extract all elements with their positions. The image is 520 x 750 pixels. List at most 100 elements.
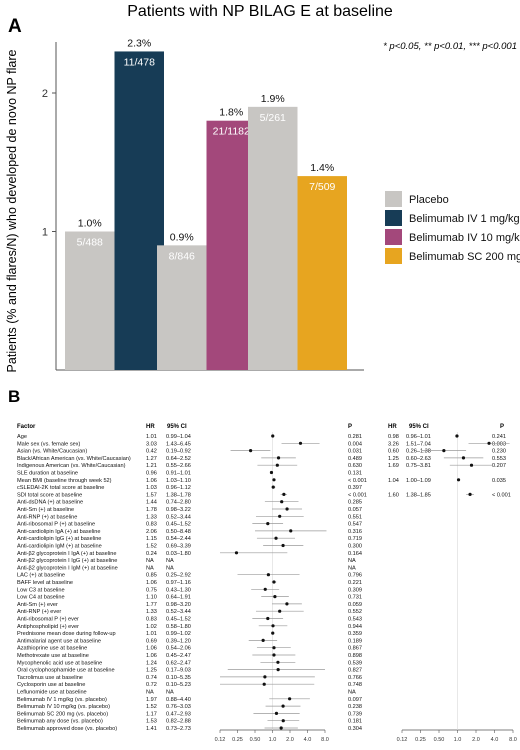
hr-value: 1.06 bbox=[146, 478, 157, 484]
bar-percent-label: 0.9% bbox=[170, 231, 194, 243]
forest-row: cSLEDAI-2K total score at baseline 1.03 0.… bbox=[17, 485, 362, 491]
hr-value: 0.74 bbox=[146, 675, 157, 681]
hr-point bbox=[274, 711, 279, 715]
ci-value: 0.54–2.44 bbox=[166, 536, 191, 542]
factor-label: Tacrolimus use at baseline bbox=[17, 675, 83, 681]
forest-row: BAFF level at baseline 1.06 0.97–1.16 0.221 bbox=[17, 580, 362, 586]
forest-row: Anti-β2 glycoprotein I IgA (+) at baseli… bbox=[17, 551, 362, 557]
ci-value: 0.96–1.12 bbox=[166, 485, 191, 491]
y-axis-label: Patients (% and flares/N) who developed … bbox=[5, 50, 19, 373]
hr-point bbox=[272, 478, 276, 482]
multi-hr-point bbox=[487, 441, 491, 445]
forest-row: Belimumab IV 10 mg/kg (vs. placebo) 1.52 0… bbox=[17, 704, 362, 710]
factor-label: Belimumab IV 1 mg/kg (vs. placebo) bbox=[17, 697, 107, 703]
hr-point bbox=[281, 543, 285, 548]
forest-row: Anti-dsDNA (+) at baseline 1.44 0.74–2.80 0… bbox=[17, 500, 362, 506]
forest-row: Mycophenolic acid use at baseline 1.24 0.6… bbox=[17, 660, 362, 666]
ci-value: 0.45–2.47 bbox=[166, 653, 191, 659]
ci-value: NA bbox=[166, 690, 174, 696]
legend-label: Placebo bbox=[409, 194, 449, 206]
hr-point bbox=[289, 529, 293, 533]
factor-label: Anti-ribosomal P (+) at baseline bbox=[17, 522, 95, 528]
p-value: 0.796 bbox=[348, 573, 362, 579]
x-axis-tick-label: 8.0 bbox=[509, 737, 517, 743]
hr-value: 1.33 bbox=[146, 514, 157, 520]
multi-hr-value: 0.60 bbox=[388, 449, 399, 455]
forest-row: Cyclosporin use at baseline 0.72 0.10–5.23… bbox=[17, 682, 362, 688]
hr-point bbox=[274, 536, 278, 540]
bar-percent-label: 1.0% bbox=[78, 218, 102, 230]
hr-value: 1.06 bbox=[146, 653, 157, 659]
bar-count-label: 11/478 bbox=[124, 56, 155, 68]
factor-label: Anti-β2 glycoprotein I IgM (+) at baseli… bbox=[17, 565, 118, 571]
p-value: 0.630 bbox=[348, 463, 362, 469]
hr-value: 0.72 bbox=[146, 682, 157, 688]
factor-label: Oral cyclophosphamide use at baseline bbox=[17, 668, 115, 674]
hr-point bbox=[266, 522, 270, 526]
hr-point bbox=[278, 609, 282, 613]
bar bbox=[114, 51, 164, 370]
factor-label: Anti-RNP (+) ever bbox=[17, 609, 61, 615]
hr-point bbox=[271, 434, 275, 438]
x-axis-tick-label: 0.25 bbox=[232, 737, 243, 743]
forest-row: Antimalarial agent use at baseline 0.69 0.… bbox=[17, 638, 362, 644]
ci-value: 0.45–1.52 bbox=[166, 617, 191, 623]
p-value: NA bbox=[348, 558, 356, 564]
ci-value: NA bbox=[166, 565, 174, 571]
p-value: 0.238 bbox=[348, 704, 362, 710]
p-value: 0.097 bbox=[348, 697, 362, 703]
legend-swatch bbox=[385, 248, 402, 264]
hr-point bbox=[278, 514, 282, 518]
x-axis-tick-label: 2.0 bbox=[286, 737, 294, 743]
hr-value: 3.03 bbox=[146, 441, 157, 447]
factor-label: Antimalarial agent use at baseline bbox=[17, 638, 101, 644]
hr-value: 0.42 bbox=[146, 449, 157, 455]
hr-value: 0.96 bbox=[146, 471, 157, 477]
p-value: 0.304 bbox=[348, 726, 362, 732]
multi-hr-value: 3.26 bbox=[388, 441, 399, 447]
factor-label: Anti-β2 glycoprotein I IgG (+) at baseli… bbox=[17, 558, 117, 564]
multi-hr-value: 1.60 bbox=[388, 492, 399, 498]
factor-label: Low C3 at baseline bbox=[17, 587, 65, 593]
bar bbox=[157, 245, 207, 370]
p-value: 0.316 bbox=[348, 529, 362, 535]
ci-column-header: 95% CI bbox=[167, 424, 187, 430]
factor-label: Anti-Sm (+) at baseline bbox=[17, 507, 74, 513]
forest-row: Methotrexate use at baseline 1.06 0.45–2.4… bbox=[17, 653, 362, 659]
multi-hr-value: 1.25 bbox=[388, 456, 399, 462]
legend-swatch bbox=[385, 210, 402, 226]
hr-point bbox=[262, 682, 266, 686]
forest-row: Anti-Sm (+) ever 1.77 0.98–3.20 0.059 bbox=[17, 602, 362, 608]
hr-point bbox=[298, 441, 303, 445]
p-value: 0.944 bbox=[348, 624, 362, 630]
p-value: 0.551 bbox=[348, 514, 362, 520]
forest-plot-panel: B Factor HR 95% CI P HR 95% CI P Age 1.01… bbox=[8, 388, 517, 743]
p-value: 0.397 bbox=[348, 485, 362, 491]
forest-row: Antiphospholipid (+) ever 1.02 0.58–1.80 0.… bbox=[17, 624, 362, 630]
hr-point bbox=[285, 507, 289, 511]
p-value: 0.031 bbox=[348, 449, 362, 455]
ci-value: 0.55–2.66 bbox=[166, 463, 191, 469]
p-value: < 0.001 bbox=[348, 492, 367, 498]
legend-label: Belimumab IV 1 mg/kg bbox=[409, 213, 520, 225]
multi-ci-value: 0.26–1.38 bbox=[406, 449, 431, 455]
p-value: 0.766 bbox=[348, 675, 362, 681]
ci-value: 0.10–5.23 bbox=[166, 682, 191, 688]
hr-value: 1.01 bbox=[146, 434, 157, 440]
factor-label: Anti-dsDNA (+) at baseline bbox=[17, 500, 83, 506]
ci-value: 0.10–5.35 bbox=[166, 675, 191, 681]
x-axis-tick-label: 0.12 bbox=[397, 737, 408, 743]
hr-value: 1.24 bbox=[146, 660, 157, 666]
p-value: 0.827 bbox=[348, 668, 362, 674]
factor-label: Male sex (vs. female sex) bbox=[17, 441, 81, 447]
multi-hr-point bbox=[468, 492, 472, 496]
forest-row: Oral cyclophosphamide use at baseline 1.2… bbox=[17, 668, 362, 674]
bar-count-label: 5/488 bbox=[77, 237, 103, 249]
factor-label: Belimumab approved dose (vs. placebo) bbox=[17, 726, 117, 732]
forest-row: Male sex (vs. female sex) 3.03 1.43–6.45 0.… bbox=[17, 441, 510, 447]
hr-point bbox=[275, 463, 279, 467]
x-axis-tick-label: 1.0 bbox=[269, 737, 277, 743]
factor-label: Azathioprine use at baseline bbox=[17, 646, 87, 652]
hr-point bbox=[273, 595, 277, 599]
bar-count-label: 7/509 bbox=[309, 181, 335, 193]
